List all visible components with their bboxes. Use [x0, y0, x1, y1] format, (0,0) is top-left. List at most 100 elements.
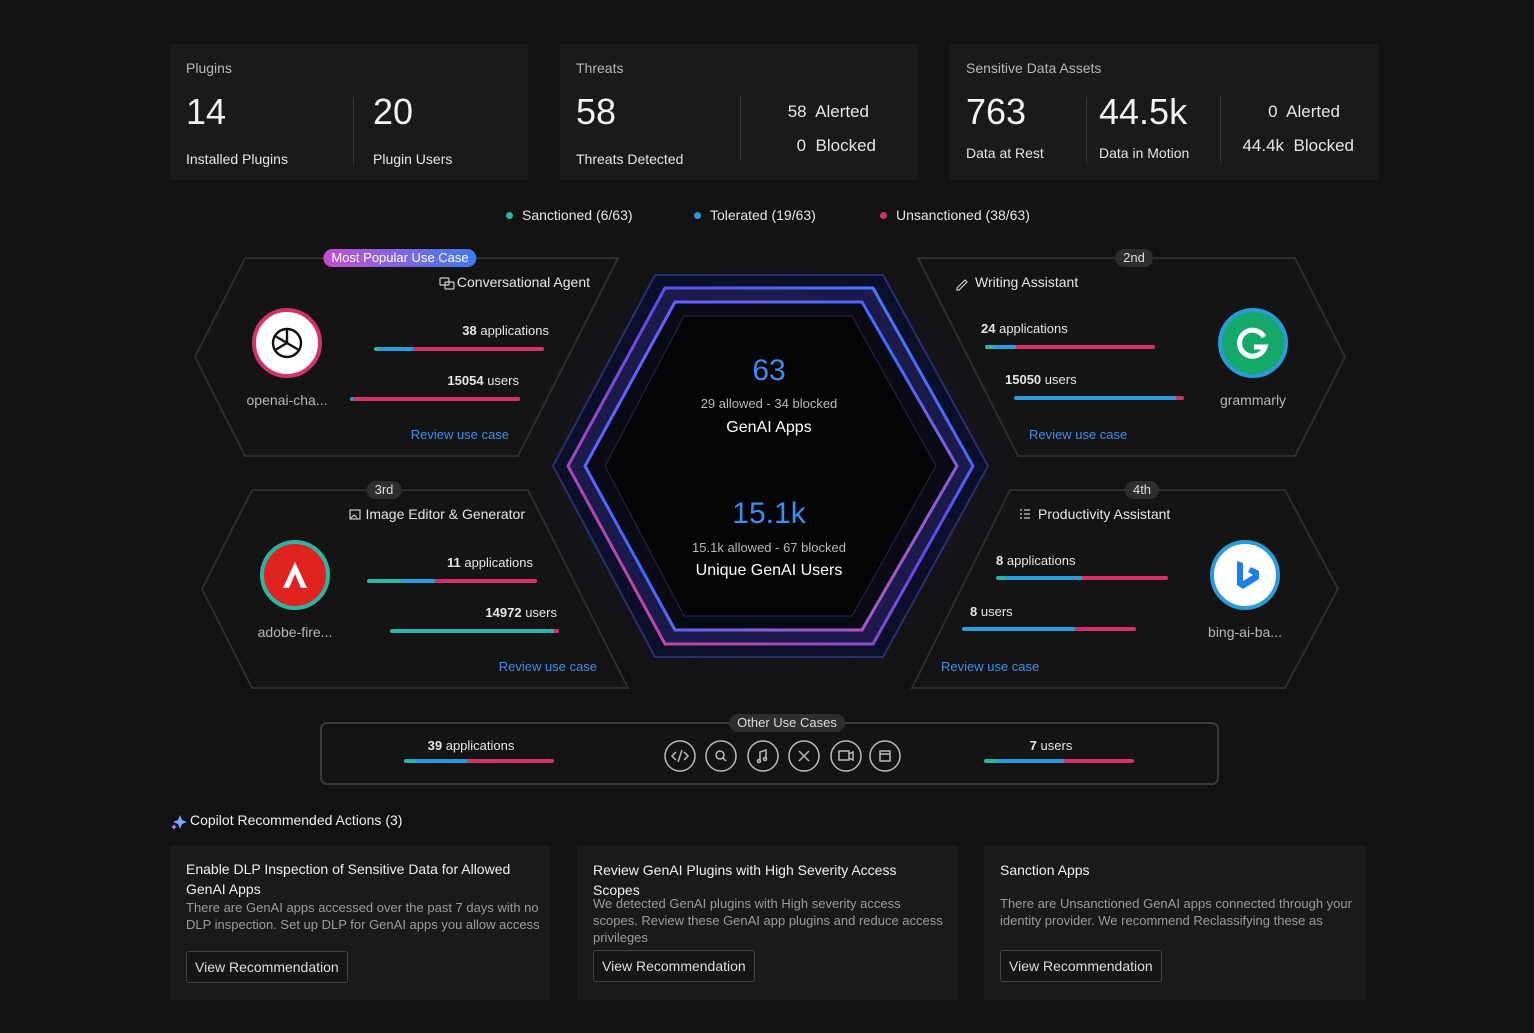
- users-count: 15054 users: [447, 372, 519, 390]
- recommendation-card: Sanction Apps There are Unsanctioned Gen…: [984, 845, 1366, 1000]
- bar-segment: [993, 345, 1016, 349]
- bar-segment: [996, 576, 1005, 580]
- count: 8: [996, 553, 1004, 568]
- side-stat: 0 Alerted: [1268, 103, 1340, 121]
- side-value: 58: [787, 102, 807, 121]
- users-count: 7 users: [1030, 737, 1073, 755]
- review-link[interactable]: Review use case: [410, 427, 509, 442]
- legend-dot: [506, 212, 513, 219]
- count: 39: [427, 738, 443, 753]
- stat-title: Sensitive Data Assets: [966, 60, 1102, 76]
- rank-badge: Most Popular Use Case: [323, 249, 477, 267]
- split-bar: [1014, 396, 1184, 400]
- stat-label: Data at Rest: [966, 145, 1044, 161]
- card-body: There are Unsanctioned GenAI apps connec…: [1000, 896, 1352, 928]
- bar-segment: [1063, 759, 1134, 763]
- center-value: 15.1k: [732, 497, 806, 530]
- rank-badge: 3rd: [366, 481, 402, 499]
- stat-label[interactable]: Data in Motion: [1099, 145, 1190, 161]
- review-link[interactable]: Review use case: [941, 659, 1040, 674]
- unit: users: [525, 605, 557, 620]
- divider: [1220, 97, 1221, 163]
- bar-segment: [1175, 396, 1184, 400]
- split-bar: [367, 579, 537, 583]
- apps-count: 38 applications: [462, 322, 549, 340]
- bar-segment: [1004, 576, 1082, 580]
- center-label: GenAI Apps: [726, 419, 812, 436]
- stat-value: 763: [966, 91, 1027, 132]
- count: 15050: [1005, 372, 1042, 387]
- use-case-title: Writing Assistant: [975, 274, 1079, 290]
- stat-label[interactable]: Threats Detected: [576, 151, 684, 167]
- side-label: Blocked: [815, 136, 876, 155]
- app-logo: [1218, 308, 1288, 378]
- count: 15054: [447, 373, 484, 388]
- card-title: Enable DLP Inspection of Sensitive Data …: [186, 861, 511, 897]
- unit: applications: [445, 738, 515, 753]
- split-bar: [962, 627, 1136, 631]
- stat-value: 58: [576, 91, 617, 132]
- logo-icon: [271, 327, 303, 359]
- split-bar: [374, 347, 544, 351]
- unit: applications: [464, 555, 533, 570]
- count: 11: [446, 555, 461, 570]
- bar-segment: [1014, 396, 1176, 400]
- app-logo: [252, 308, 322, 378]
- unit: applications: [480, 323, 549, 338]
- app-name: bing-ai-ba...: [1208, 624, 1282, 640]
- bar-segment: [467, 759, 554, 763]
- split-bar: [390, 629, 559, 633]
- bar-segment: [350, 397, 354, 401]
- users-count: 14972 users: [485, 604, 557, 622]
- app-name: grammarly: [1219, 392, 1287, 408]
- card-body: We detected GenAI plugins with High seve…: [593, 896, 943, 945]
- legend-dot: [694, 212, 701, 219]
- center-value: 63: [752, 354, 786, 387]
- view-button[interactable]: View Recommendation: [186, 951, 348, 983]
- side-stat[interactable]: 58 Alerted: [788, 103, 869, 121]
- stat-title: Plugins: [186, 60, 232, 76]
- view-button[interactable]: View Recommendation: [1000, 950, 1162, 982]
- bar-segment: [1081, 576, 1168, 580]
- rank-badge: 4th: [1124, 481, 1160, 499]
- stat-label[interactable]: Installed Plugins: [186, 151, 288, 167]
- center-detail: 29 allowed - 34 blocked: [700, 396, 838, 411]
- split-bar: [350, 397, 520, 401]
- use-case-title: Productivity Assistant: [1038, 506, 1171, 522]
- review-link[interactable]: Review use case: [1029, 427, 1128, 442]
- stat-label[interactable]: Plugin Users: [373, 151, 453, 167]
- unit: users: [487, 373, 519, 388]
- recommendation-card: Review GenAI Plugins with High Severity …: [577, 845, 958, 1000]
- use-case-title: Image Editor & Generator: [365, 506, 525, 522]
- view-button[interactable]: View Recommendation: [593, 950, 755, 982]
- bar-segment: [401, 579, 435, 583]
- recommendation-card: Enable DLP Inspection of Sensitive Data …: [170, 845, 550, 1000]
- legend-item: Sanctioned (6/63): [506, 206, 633, 224]
- side-stat[interactable]: 44.4k Blocked: [1242, 137, 1354, 155]
- bar-segment: [374, 347, 380, 351]
- bar-segment: [367, 579, 401, 583]
- side-value: 0: [1268, 102, 1278, 121]
- count: 24: [981, 321, 996, 336]
- split-bar: [984, 759, 1134, 763]
- app-logo: [1210, 540, 1280, 610]
- unit: applications: [999, 321, 1068, 336]
- stat-card: [170, 44, 528, 180]
- stat-card: [560, 44, 918, 180]
- app-logo: [260, 540, 330, 610]
- apps-count: 8 applications: [996, 552, 1076, 570]
- bar-segment: [1075, 627, 1136, 631]
- app-name: openai-cha...: [246, 392, 328, 408]
- bar-segment: [413, 347, 544, 351]
- divider: [740, 97, 741, 159]
- use-case-title: Conversational Agent: [456, 274, 590, 290]
- side-label: Alerted: [1286, 102, 1340, 121]
- stat-value: 20: [373, 91, 414, 132]
- unit: applications: [1006, 553, 1076, 568]
- unit: users: [1040, 738, 1073, 753]
- users-count: 8 users: [970, 603, 1013, 621]
- app-name: adobe-fire...: [257, 624, 333, 640]
- card-body: There are GenAI apps accessed over the p…: [186, 900, 540, 932]
- review-link[interactable]: Review use case: [498, 659, 597, 674]
